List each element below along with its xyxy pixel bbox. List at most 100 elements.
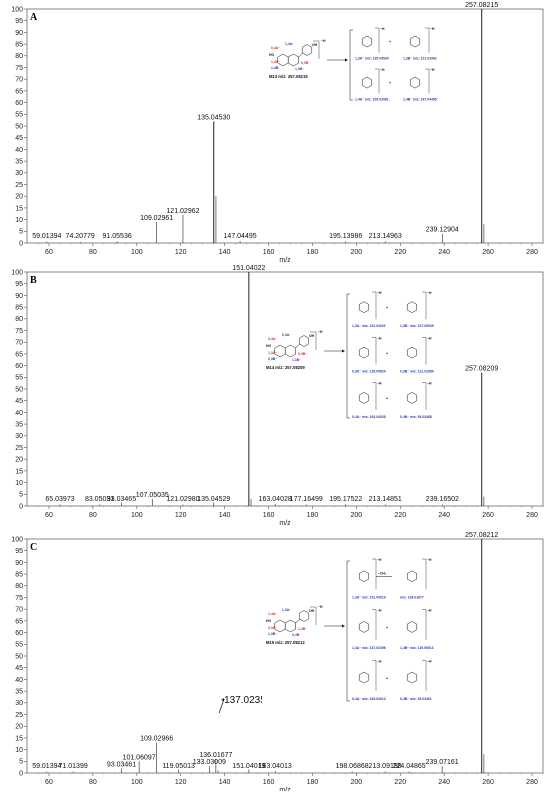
peak-label: 121.02980 bbox=[166, 496, 199, 503]
parent-bracket bbox=[313, 40, 320, 59]
fragment-ring bbox=[406, 346, 418, 359]
fragment-label: 1,3B⁻ m/z: 107.05035 bbox=[400, 324, 434, 328]
fragment-bracket-right bbox=[372, 609, 377, 641]
peak-label: 65.03973 bbox=[45, 496, 74, 503]
x-tick-label: 80 bbox=[89, 512, 97, 519]
y-tick-label: 75 bbox=[15, 328, 23, 335]
fragment-charge: −H bbox=[377, 382, 382, 386]
fragment-ring bbox=[406, 301, 418, 313]
y-tick-label: 30 bbox=[15, 700, 23, 707]
y-tick-label: 75 bbox=[15, 595, 23, 602]
y-tick-label: 80 bbox=[15, 53, 23, 60]
y-tick-label: 10 bbox=[15, 217, 23, 224]
parent-oh: HO bbox=[269, 53, 274, 57]
y-tick-label: 15 bbox=[15, 735, 23, 742]
x-axis-label: m/z bbox=[279, 787, 291, 791]
x-tick-label: 180 bbox=[307, 779, 319, 786]
parent-label: M15 m/z: 257.08212 bbox=[266, 640, 305, 645]
x-tick-label: 200 bbox=[351, 779, 363, 786]
fragment-label: 0,4B⁻ m/z: 93.03465 bbox=[400, 415, 432, 419]
y-tick-label: 20 bbox=[15, 724, 23, 731]
panel-letter: B bbox=[30, 275, 37, 286]
cleavage-label: 1,3B⁻ bbox=[292, 358, 301, 362]
x-axis-label: m/z bbox=[279, 257, 291, 264]
y-tick-label: 25 bbox=[15, 445, 23, 452]
y-tick-label: 100 bbox=[11, 269, 23, 276]
fragment-ring bbox=[406, 671, 418, 684]
x-tick-label: 80 bbox=[89, 779, 97, 786]
peak-label: 101.06097 bbox=[123, 754, 156, 761]
peak-label: 163.04028 bbox=[259, 496, 292, 503]
parent-bond bbox=[295, 343, 301, 349]
x-tick-label: 60 bbox=[45, 779, 53, 786]
peak-label: 136.01677 bbox=[199, 752, 232, 759]
fragment-label: 0,4B⁻ m/z: 93.03461 bbox=[400, 697, 432, 701]
fragment-label: 1,3A⁻ m/z: 135.04530 bbox=[355, 57, 389, 61]
fragment-bracket-right bbox=[372, 558, 377, 590]
fragment-label: m/z: 136.01677 bbox=[400, 596, 424, 600]
parent-oh: HO bbox=[266, 619, 271, 623]
y-tick-label: 45 bbox=[15, 665, 23, 672]
parent-bond bbox=[295, 618, 301, 624]
fragment-ring bbox=[358, 346, 370, 359]
cleavage-label: 0,3A⁻ bbox=[268, 626, 277, 630]
peak-label: 83.05031 bbox=[85, 496, 114, 503]
peak-label: 93.03465 bbox=[107, 496, 136, 503]
x-tick-label: 180 bbox=[307, 249, 319, 256]
x-tick-label: 240 bbox=[438, 249, 450, 256]
cleavage-label: 0,4A⁻ bbox=[271, 46, 280, 50]
y-tick-label: 70 bbox=[15, 340, 23, 347]
fragment-charge: −H bbox=[427, 558, 432, 562]
cleavage-label: 1,3A⁻ bbox=[282, 608, 291, 612]
y-tick-label: 95 bbox=[15, 281, 23, 288]
x-tick-label: 60 bbox=[45, 249, 53, 256]
parent-charge: −H bbox=[318, 605, 323, 609]
y-tick-label: 85 bbox=[15, 305, 23, 312]
x-tick-label: 140 bbox=[219, 249, 231, 256]
peak-label: 151.04022 bbox=[232, 265, 265, 272]
peak-label: 195.13986 bbox=[329, 233, 362, 240]
fragment-label: 0,4A⁻ m/z: 163.04013 bbox=[352, 697, 386, 701]
fragment-charge: −H bbox=[427, 336, 432, 340]
cleavage-label: 0,4A⁻ bbox=[268, 337, 277, 341]
y-tick-label: 40 bbox=[15, 147, 23, 154]
parent-charge: −H bbox=[318, 330, 323, 334]
y-tick-label: 30 bbox=[15, 170, 23, 177]
fragment-ring bbox=[358, 621, 370, 633]
x-tick-label: 140 bbox=[219, 779, 231, 786]
x-tick-label: 120 bbox=[175, 779, 187, 786]
cleavage-label: 1,4B⁻ bbox=[298, 627, 307, 631]
x-tick-label: 100 bbox=[131, 249, 143, 256]
parent-oh: OH bbox=[309, 609, 315, 613]
x-tick-label: 200 bbox=[351, 249, 363, 256]
peak-label: 135.04530 bbox=[197, 114, 230, 121]
peak-label: 195.17522 bbox=[329, 496, 362, 503]
y-tick-label: 25 bbox=[15, 182, 23, 189]
x-tick-label: 100 bbox=[131, 512, 143, 519]
fragment-bracket-right bbox=[422, 609, 427, 641]
y-tick-label: 95 bbox=[15, 18, 23, 25]
peak-label: 257.08215 bbox=[465, 2, 498, 9]
x-tick-label: 180 bbox=[307, 512, 319, 519]
peak-arrow bbox=[218, 698, 225, 714]
x-tick-label: 160 bbox=[263, 779, 275, 786]
fragment-label: 0,4A⁻ m/z: 163.04028 bbox=[352, 415, 386, 419]
peak-label: 59.01394 bbox=[32, 233, 61, 240]
y-tick-label: 15 bbox=[15, 205, 23, 212]
x-tick-label: 140 bbox=[219, 512, 231, 519]
fragment-bracket-right bbox=[372, 291, 377, 320]
y-tick-label: 10 bbox=[15, 747, 23, 754]
peak-label: 213.09198 bbox=[369, 763, 402, 770]
fragment-bracket bbox=[346, 560, 350, 702]
fragment-bracket-right bbox=[425, 27, 430, 53]
plus-sign: + bbox=[389, 40, 391, 44]
y-tick-label: 20 bbox=[15, 194, 23, 201]
peak-label-highlight: 137.02356 bbox=[224, 695, 272, 706]
y-tick-label: 85 bbox=[15, 572, 23, 579]
peak-label: 177.16499 bbox=[290, 496, 323, 503]
fragment-charge: −H bbox=[377, 558, 382, 562]
panel-letter: C bbox=[30, 542, 37, 553]
panel-b: B 0 5 10 15 20 25 30 35 40 45 50 55 60 65 70 75 80 85 90 95 1… bbox=[11, 265, 544, 527]
y-tick-label: 35 bbox=[15, 159, 23, 166]
